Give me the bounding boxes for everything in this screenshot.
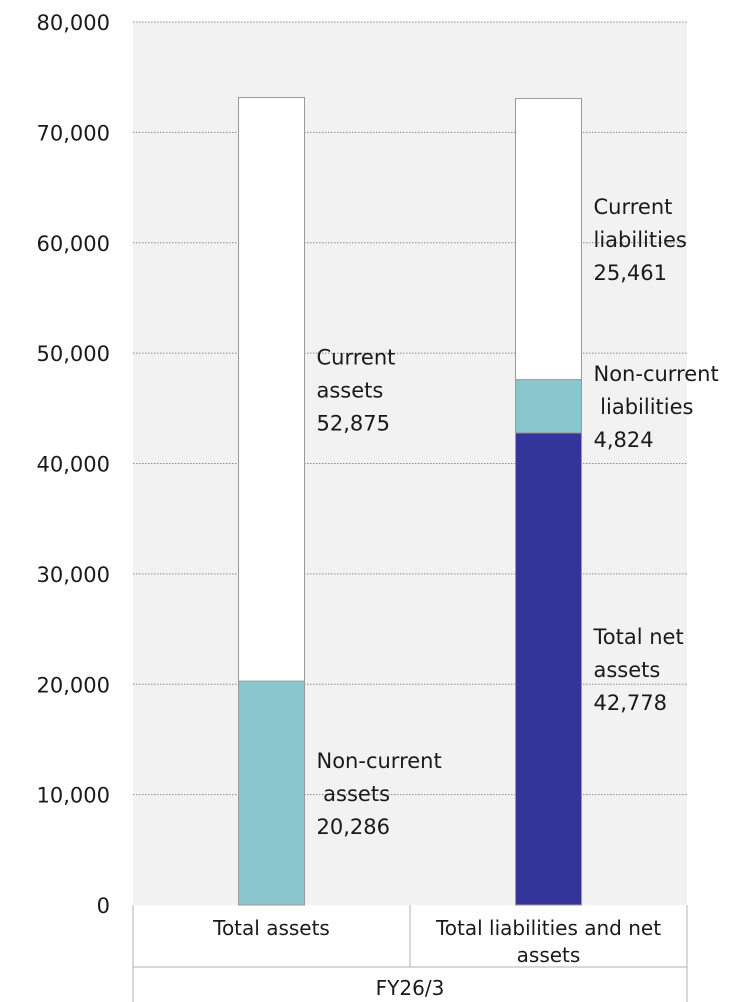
y-tick-label: 30,000 bbox=[37, 563, 110, 587]
segment-label: assets bbox=[317, 378, 384, 402]
bar-segment bbox=[515, 432, 582, 906]
y-tick-label: 60,000 bbox=[37, 232, 110, 256]
y-tick-label: 0 bbox=[97, 894, 110, 918]
bar-segment bbox=[515, 379, 582, 434]
y-tick-label: 20,000 bbox=[37, 673, 110, 697]
group-label: FY26/3 bbox=[376, 976, 445, 1000]
segment-label: Non-current bbox=[317, 749, 442, 773]
category-label: assets bbox=[517, 943, 581, 967]
category-axis: Total assets Total liabilities and net ass… bbox=[132, 905, 688, 1002]
y-tick-label: 50,000 bbox=[37, 342, 110, 366]
segment-label: 52,875 bbox=[317, 411, 390, 435]
segment-label: assets bbox=[594, 658, 661, 682]
segment-label: 42,778 bbox=[594, 691, 667, 715]
category-label: Total assets bbox=[212, 916, 330, 940]
segment-label: 4,824 bbox=[594, 428, 654, 452]
bars bbox=[238, 96, 582, 906]
bar-segment bbox=[515, 98, 582, 381]
y-tick-label: 10,000 bbox=[37, 784, 110, 808]
bar-segment bbox=[238, 96, 305, 682]
segment-label: liabilities bbox=[594, 228, 687, 252]
y-tick-label: 40,000 bbox=[37, 453, 110, 477]
y-tick-label: 70,000 bbox=[37, 121, 110, 145]
category-label: Total liabilities and net bbox=[435, 916, 661, 940]
segment-label: assets bbox=[317, 782, 391, 806]
segment-label: liabilities bbox=[594, 395, 694, 419]
bar-segment bbox=[238, 680, 305, 906]
segment-label: Current bbox=[317, 345, 396, 369]
gridlines bbox=[133, 21, 687, 796]
segment-label: Non-current bbox=[594, 362, 719, 386]
segment-label: Current bbox=[594, 195, 673, 219]
segment-labels: Non-current assets 20,286 Current assets 52,… bbox=[317, 195, 719, 839]
y-tick-label: 80,000 bbox=[37, 11, 110, 35]
segment-label: 25,461 bbox=[594, 261, 667, 285]
segment-label: 20,286 bbox=[317, 815, 390, 839]
segment-label: Total net bbox=[593, 625, 684, 649]
y-axis-tick-labels: 0 10,000 20,000 30,000 40,000 50,000 60,000 70,… bbox=[37, 11, 110, 918]
